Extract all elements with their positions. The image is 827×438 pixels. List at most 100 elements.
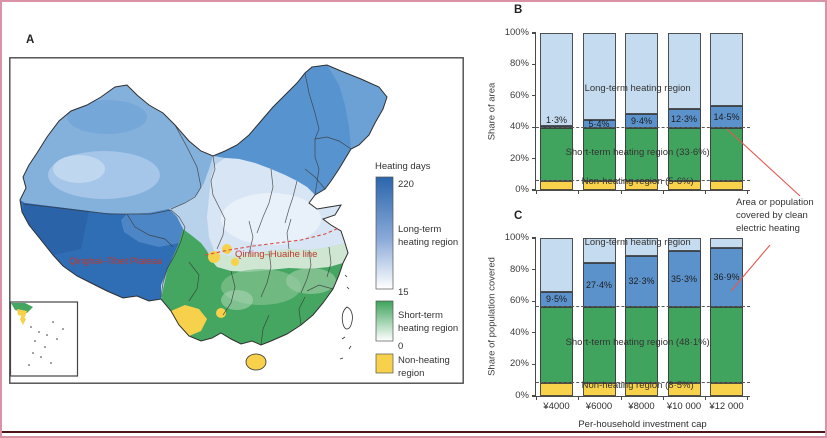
x-category-label: ¥4000 [543, 401, 570, 412]
annotation-line-2: covered by clean [736, 210, 808, 221]
bar-segment [540, 181, 573, 190]
chart-share-of-population: 0% 20% 40% 60% 80% 100% 9·5% ¥4000 27·4% ¥6000 32·… [505, 232, 750, 412]
legend-short-term-label-1: Short-term [398, 310, 443, 321]
legend-long-term-label-1: Long-term [398, 224, 441, 235]
region-label: Short-term heating region (48·1%) [565, 337, 710, 349]
bar-segment [625, 255, 658, 307]
bar-segment [667, 382, 701, 396]
stacked-bar: 9·4% [625, 33, 658, 190]
bar-segment [582, 181, 616, 190]
china-outline [19, 64, 388, 346]
stacked-bar: 9·5% [540, 238, 573, 396]
figure-bottom-rule [2, 431, 825, 433]
y-tick-label: 80% [509, 58, 529, 70]
taiwan-island [341, 306, 353, 330]
chart-c-y-axis-title: Share of population covered [486, 257, 498, 376]
y-tick-label: 60% [509, 89, 529, 101]
stacked-bar: 5·4% [582, 33, 616, 190]
panel-c-label: C [514, 210, 523, 222]
bar-segment [540, 33, 573, 127]
stacked-bar: 36·9% [710, 238, 743, 396]
qinling-huaihe-line-label: Qinling–Huaihe line [235, 249, 317, 260]
y-tick-label: 0% [515, 184, 529, 195]
legend-mid: 15 [398, 287, 409, 298]
bar-segment [582, 306, 616, 383]
bar-segment [625, 181, 658, 190]
coastal-islands [339, 274, 352, 360]
clean-heating-annotation: Area or population covered by clean elec… [736, 196, 827, 235]
legend-title: Heating days [375, 161, 431, 172]
bar-segment [625, 382, 658, 396]
region-label: Long-term heating region [584, 82, 691, 94]
bar-segment [667, 33, 701, 110]
chart-share-of-area: 0% 20% 40% 60% 80% 100% 1·3% 5·4% 9·4% 12·3% 14·5%… [505, 27, 750, 195]
bar-segment [667, 250, 701, 307]
legend-min: 0 [398, 341, 403, 352]
bar-segment [582, 33, 616, 120]
chart-b-y-axis-title: Share of area [486, 82, 498, 141]
bar-segment [540, 382, 573, 396]
qinling-huaihe-dashed-line [204, 227, 340, 256]
stacked-bar: 1·3% [540, 33, 573, 190]
stacked-bar: 12·3% [667, 33, 701, 190]
stacked-bar: 32·3% [625, 238, 658, 396]
hainan-island [245, 353, 267, 371]
bar-segment [667, 238, 701, 251]
bar-segment [667, 128, 701, 182]
value-label: 5·4% [588, 119, 610, 130]
legend-short-term-gradient [375, 300, 394, 342]
bar-segment [710, 306, 743, 383]
y-tick-label: 20% [509, 358, 529, 370]
y-tick-label: 40% [509, 326, 529, 338]
bar-segment [582, 238, 616, 264]
legend-short-term-label-2: heating region [398, 323, 458, 334]
y-tick-label: 80% [509, 263, 529, 275]
panel-a-label: A [26, 34, 35, 46]
bar-segment [625, 238, 658, 256]
bar-segment [625, 306, 658, 383]
bar-segment [540, 306, 573, 383]
stacked-bar: 27·4% [582, 238, 616, 396]
chart-c-plot-area: 0% 20% 40% 60% 80% 100% 9·5% ¥4000 27·4% ¥6000 32·… [505, 232, 750, 412]
legend-non-heating-swatch [375, 353, 394, 374]
x-category-label: ¥10 000 [666, 401, 702, 412]
legend-non-heating-label-2: region [398, 368, 424, 379]
bar-segment [710, 382, 743, 396]
stacked-bar: 35·3% [667, 238, 701, 396]
region-label: Non-heating region (5·6%) [581, 175, 694, 187]
annotation-line-3: electric heating [736, 223, 800, 234]
annotation-pointer-lines [726, 128, 801, 292]
value-label: 14·5% [713, 112, 740, 123]
legend-long-term-label-2: heating region [398, 237, 458, 248]
region-label: Short-term heating region (33·6%) [565, 147, 710, 159]
y-tick-label: 100% [504, 232, 529, 243]
legend-max: 220 [398, 179, 414, 190]
chart-b-plot-area: 0% 20% 40% 60% 80% 100% 1·3% 5·4% 9·4% 12·3% 14·5%… [505, 27, 750, 195]
y-tick-label: 0% [515, 390, 529, 401]
value-label: 12·3% [670, 113, 698, 124]
bar-segment [667, 306, 701, 383]
value-label: 36·9% [713, 272, 740, 283]
bar-segment [710, 238, 743, 249]
y-tick-label: 60% [509, 295, 529, 307]
annotation-line-1: Area or population [736, 197, 814, 208]
region-label: Non-heating region (8·5%) [581, 380, 694, 392]
bar-segment [625, 33, 658, 114]
bar-segment [540, 128, 573, 182]
value-label: 9·5% [545, 294, 568, 305]
bar-segment [710, 33, 743, 106]
panel-b-label: B [514, 4, 523, 16]
x-category-label: ¥12 000 [709, 401, 744, 412]
x-axis-title: Per-household investment cap [578, 419, 707, 430]
y-tick-label: 100% [504, 27, 529, 38]
value-label: 32·3% [628, 276, 655, 287]
legend-long-term-gradient [375, 176, 394, 290]
value-label: 9·4% [630, 116, 653, 127]
map-legend: Heating days 220 Long-term heating regio… [375, 161, 458, 379]
stacked-bar: 14·5% [710, 33, 743, 190]
y-tick-label: 40% [509, 121, 529, 133]
x-category-label: ¥6000 [585, 401, 613, 412]
bar-segment [540, 238, 573, 292]
province-borders [22, 72, 352, 345]
